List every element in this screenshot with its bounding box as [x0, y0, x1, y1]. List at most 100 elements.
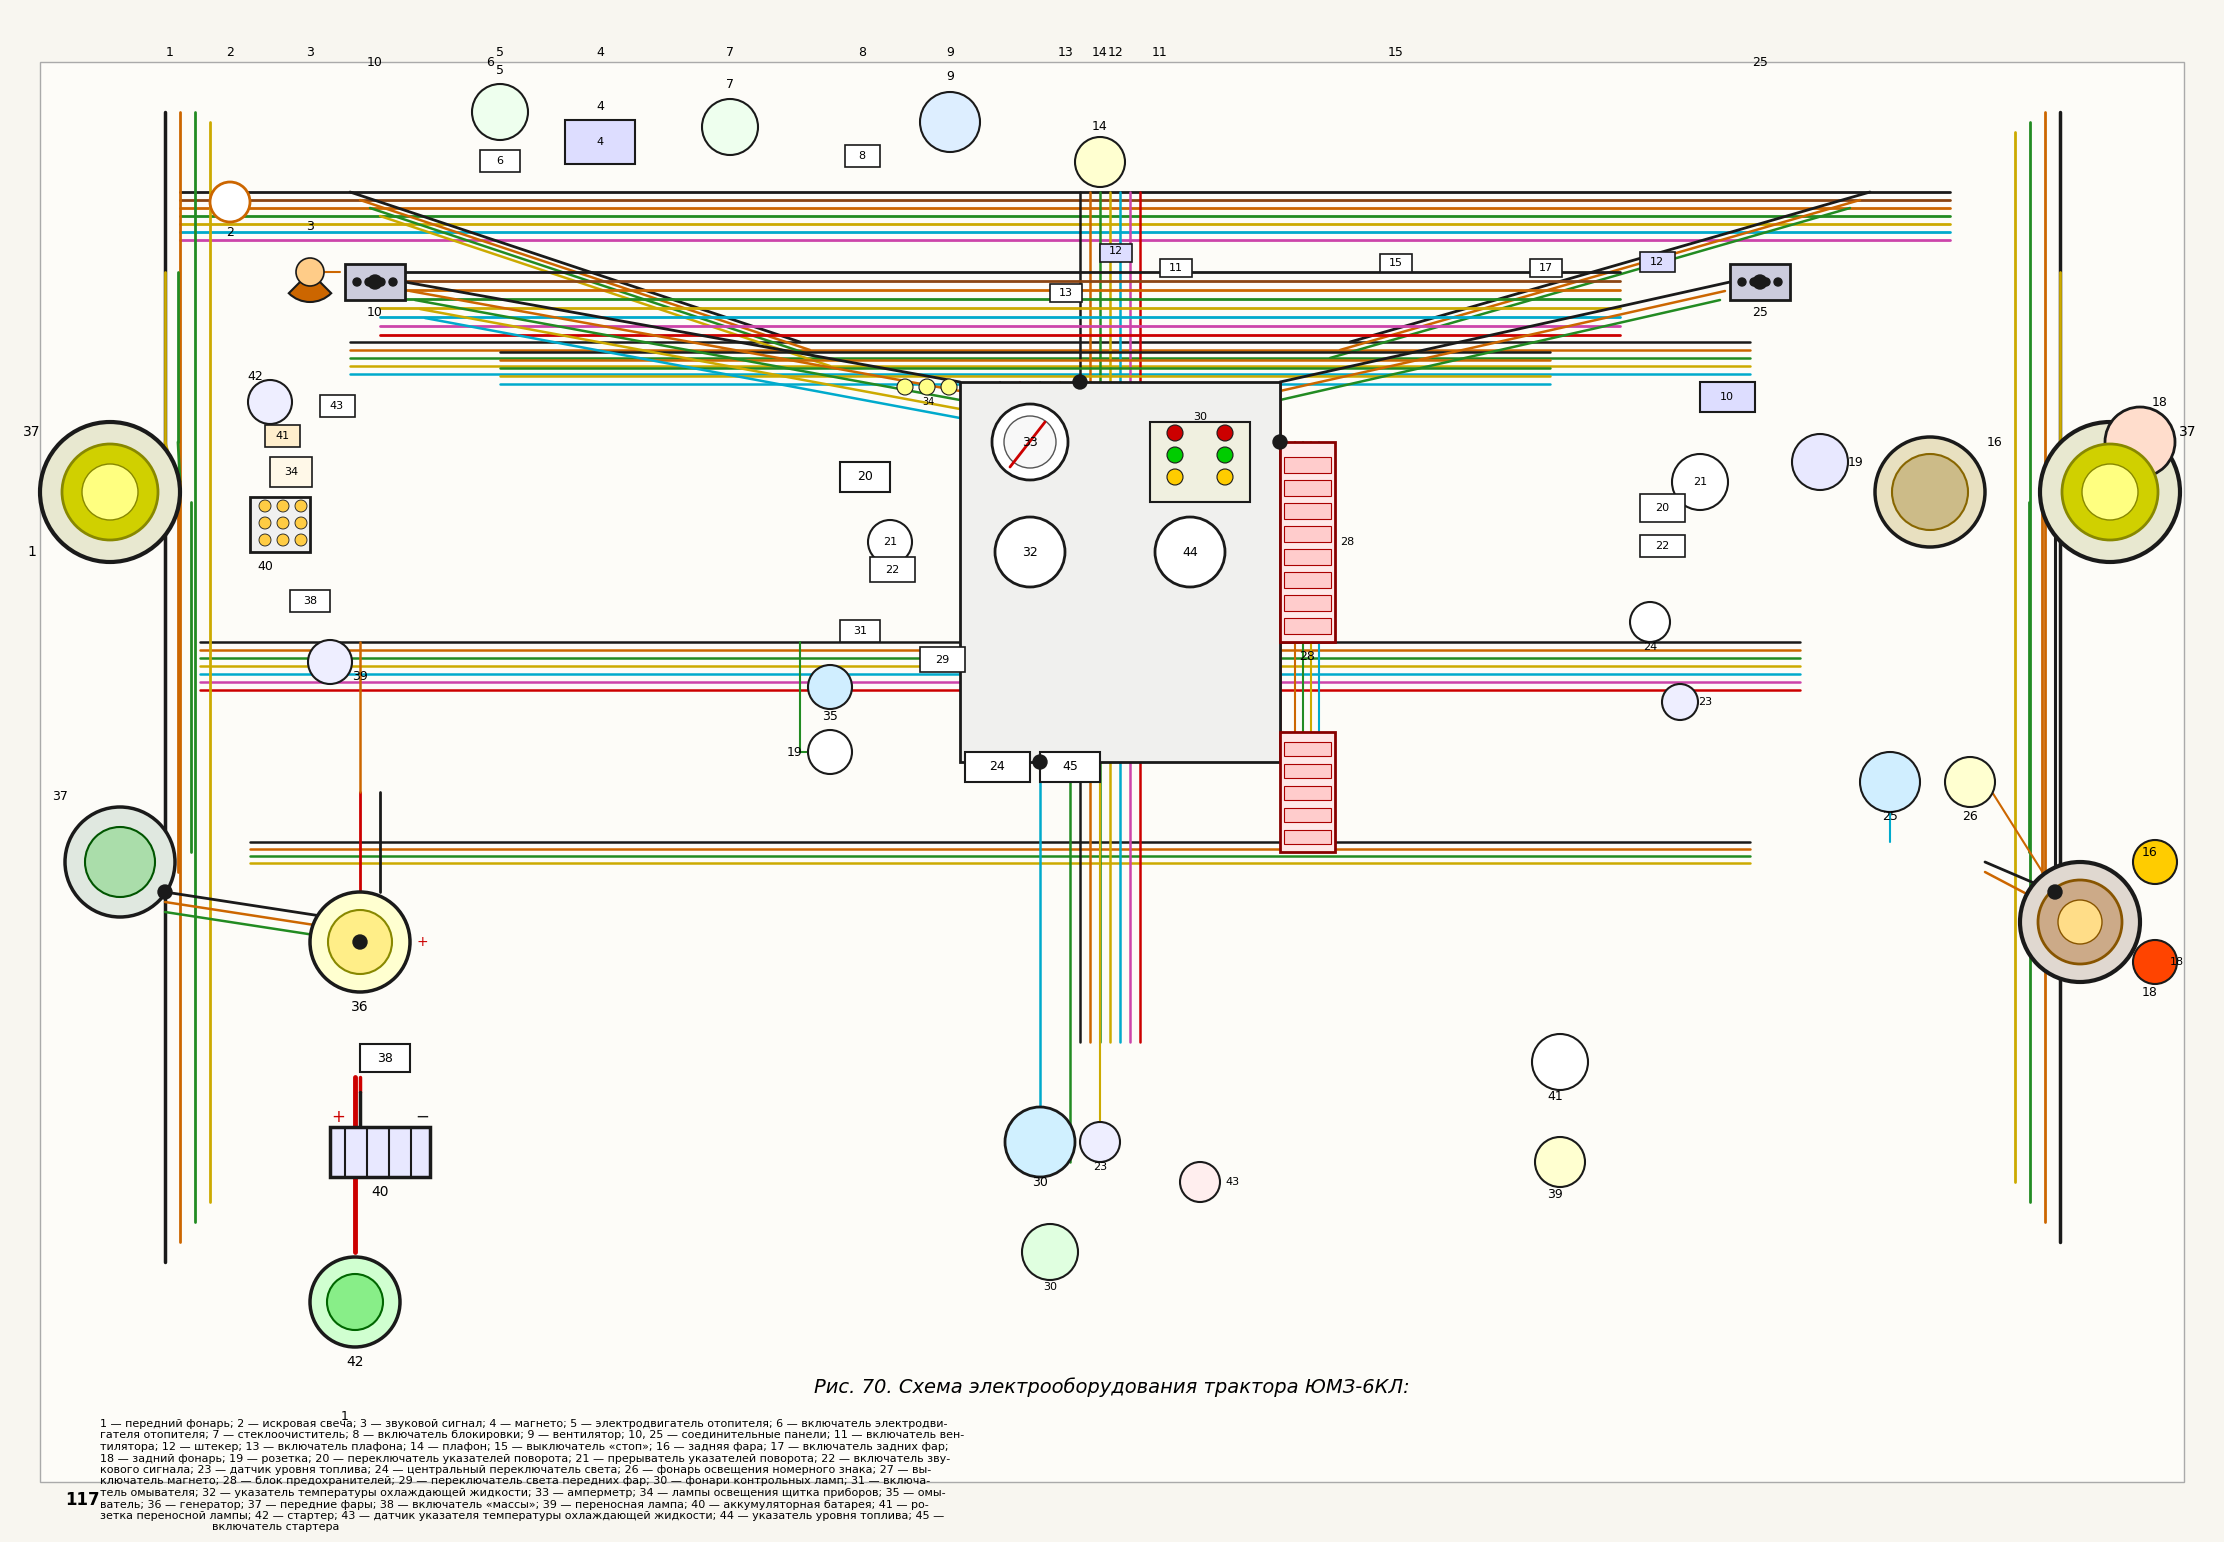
- Circle shape: [62, 444, 158, 540]
- Text: 10: 10: [367, 305, 383, 319]
- Circle shape: [1217, 469, 1232, 486]
- Circle shape: [1217, 447, 1232, 463]
- Circle shape: [378, 278, 385, 285]
- Text: 14: 14: [1092, 46, 1108, 59]
- Circle shape: [307, 640, 351, 685]
- Circle shape: [309, 891, 409, 992]
- Circle shape: [278, 534, 289, 546]
- Text: Рис. 70. Схема электрооборудования трактора ЮМЗ-6КЛ:: Рис. 70. Схема электрооборудования тракт…: [814, 1377, 1410, 1397]
- Bar: [1283, 572, 1330, 588]
- Text: 39: 39: [1548, 1187, 1563, 1201]
- Text: 37: 37: [51, 791, 69, 803]
- Bar: [480, 150, 520, 173]
- Text: 13: 13: [1059, 46, 1074, 59]
- Text: 34: 34: [285, 467, 298, 476]
- Circle shape: [327, 1274, 383, 1331]
- Circle shape: [1793, 433, 1848, 490]
- Text: 30: 30: [1032, 1175, 1048, 1189]
- Circle shape: [1168, 469, 1183, 486]
- Text: 41: 41: [276, 432, 289, 441]
- Circle shape: [2082, 464, 2137, 520]
- Bar: [345, 264, 405, 301]
- Text: 30: 30: [1043, 1281, 1056, 1292]
- Circle shape: [354, 934, 367, 948]
- Bar: [1281, 443, 1334, 641]
- Circle shape: [158, 885, 171, 899]
- Circle shape: [1630, 601, 1670, 641]
- Circle shape: [867, 520, 912, 564]
- Text: 23: 23: [1697, 697, 1712, 706]
- Text: 6: 6: [496, 156, 503, 167]
- Text: 5: 5: [496, 46, 505, 59]
- Text: включатель стартера: включатель стартера: [100, 1522, 340, 1533]
- Text: ключатель магнето; 28 — блок предохранителей; 29 — переключатель света передних : ключатель магнето; 28 — блок предохранит…: [100, 1477, 930, 1486]
- Text: 7: 7: [725, 46, 734, 59]
- Text: 31: 31: [854, 626, 867, 635]
- Text: 37: 37: [22, 426, 40, 439]
- Circle shape: [1535, 1136, 1586, 1187]
- Text: 37: 37: [2180, 426, 2197, 439]
- Circle shape: [1875, 436, 1986, 547]
- Circle shape: [2037, 880, 2122, 964]
- Circle shape: [471, 83, 527, 140]
- Text: 28: 28: [1299, 651, 1314, 663]
- Bar: [1101, 244, 1132, 262]
- Circle shape: [1753, 274, 1768, 288]
- Text: 33: 33: [1023, 435, 1039, 449]
- Text: 9: 9: [945, 46, 954, 59]
- Wedge shape: [289, 271, 331, 302]
- Text: 20: 20: [1655, 503, 1668, 513]
- Circle shape: [82, 464, 138, 520]
- Bar: [1283, 526, 1330, 541]
- Text: 25: 25: [1882, 811, 1897, 823]
- Text: 12: 12: [1108, 46, 1123, 59]
- Text: 32: 32: [1023, 546, 1039, 558]
- Text: 10: 10: [1719, 392, 1735, 402]
- Text: 117: 117: [64, 1491, 100, 1510]
- Bar: [1283, 786, 1330, 800]
- Bar: [1050, 284, 1083, 302]
- Text: 13: 13: [1059, 288, 1072, 298]
- Circle shape: [1750, 278, 1757, 285]
- Text: 12: 12: [1110, 247, 1123, 256]
- Circle shape: [2057, 901, 2102, 944]
- Text: 18: 18: [2153, 395, 2168, 409]
- Circle shape: [703, 99, 758, 156]
- Circle shape: [354, 278, 360, 285]
- Bar: [965, 752, 1030, 782]
- Text: 8: 8: [858, 46, 865, 59]
- Text: 24: 24: [1644, 641, 1657, 652]
- Bar: [1730, 264, 1790, 301]
- Text: 4: 4: [596, 137, 603, 146]
- Text: тилятора; 12 — штекер; 13 — включатель плафона; 14 — плафон; 15 — выключатель «с: тилятора; 12 — штекер; 13 — включатель п…: [100, 1442, 947, 1453]
- Bar: [1283, 742, 1330, 756]
- Bar: [841, 620, 881, 641]
- Circle shape: [1168, 426, 1183, 441]
- Circle shape: [1072, 375, 1088, 389]
- Text: 20: 20: [856, 470, 874, 484]
- Text: 18 — задний фонарь; 19 — розетка; 20 — переключатель указателей поворота; 21 — п: 18 — задний фонарь; 19 — розетка; 20 — п…: [100, 1454, 950, 1463]
- Text: 29: 29: [934, 655, 950, 665]
- Circle shape: [278, 500, 289, 512]
- Text: 30: 30: [1192, 412, 1208, 423]
- Text: ватель; 36 — генератор; 37 — передние фары; 38 — включатель «массы»; 39 — перено: ватель; 36 — генератор; 37 — передние фа…: [100, 1499, 930, 1510]
- Text: +: +: [416, 934, 427, 948]
- Bar: [1283, 763, 1330, 779]
- Text: 40: 40: [371, 1184, 389, 1200]
- Circle shape: [249, 379, 291, 424]
- Circle shape: [258, 517, 271, 529]
- Circle shape: [40, 423, 180, 561]
- Text: 2: 2: [227, 225, 234, 239]
- Bar: [1639, 493, 1686, 523]
- Bar: [1283, 808, 1330, 822]
- Bar: [360, 1044, 409, 1072]
- Text: 22: 22: [885, 564, 898, 575]
- Bar: [289, 591, 329, 612]
- Circle shape: [2048, 885, 2062, 899]
- Text: 17: 17: [1539, 264, 1552, 273]
- Bar: [961, 382, 1281, 762]
- Bar: [841, 463, 890, 492]
- Text: 7: 7: [725, 79, 734, 91]
- Circle shape: [2019, 862, 2139, 982]
- Circle shape: [2133, 941, 2177, 984]
